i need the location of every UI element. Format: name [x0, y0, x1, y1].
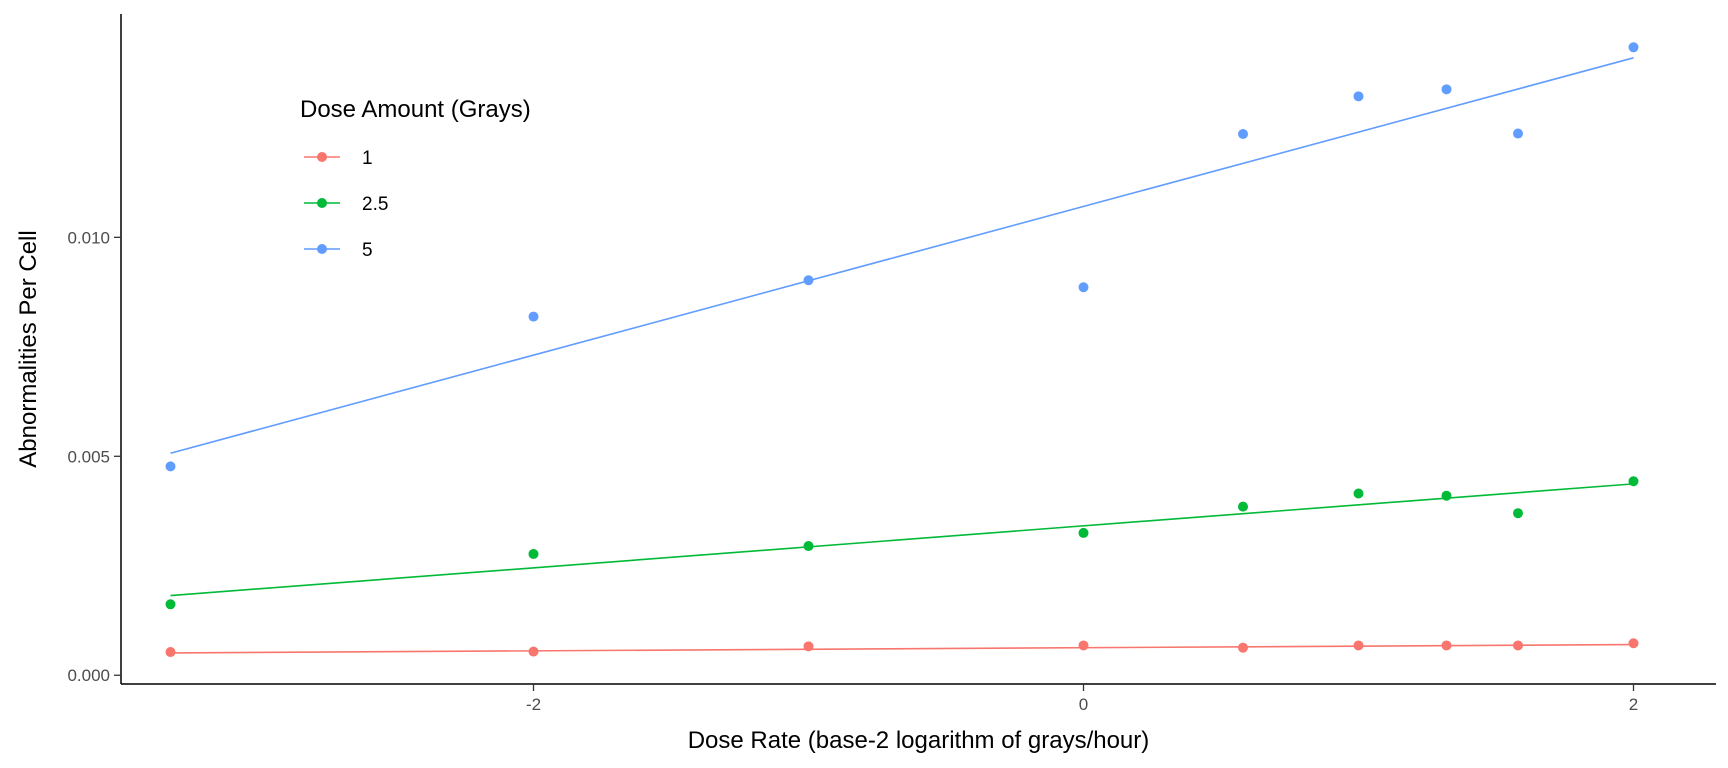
- data-point: [1353, 640, 1364, 651]
- data-point: [165, 647, 176, 658]
- data-point: [803, 275, 814, 286]
- data-point: [1513, 128, 1523, 139]
- series-1: [165, 638, 1639, 658]
- fit-line-1: [170, 643, 1634, 654]
- x-tick-label: 0: [1079, 695, 1088, 714]
- x-tick-label: -2: [526, 695, 541, 714]
- data-point: [1513, 640, 1523, 651]
- fit-line-5: [170, 57, 1634, 454]
- data-point: [1078, 282, 1089, 293]
- data-point: [1628, 476, 1639, 487]
- legend-item-2.5: 2.5: [304, 194, 388, 215]
- data-point: [528, 646, 539, 657]
- data-point: [1628, 638, 1639, 649]
- data-point: [1353, 488, 1364, 499]
- y-tick-label: 0.000: [67, 666, 110, 685]
- series-5: [165, 42, 1639, 472]
- legend-key-point: [317, 198, 327, 208]
- data-point: [1238, 128, 1248, 139]
- data-point: [165, 599, 176, 610]
- data-point: [1628, 42, 1639, 53]
- data-point: [1441, 84, 1452, 95]
- legend-title: Dose Amount (Grays): [300, 96, 531, 123]
- plot-area: [165, 42, 1639, 658]
- data-point: [1078, 640, 1089, 651]
- data-point: [1441, 640, 1452, 651]
- data-point: [1238, 642, 1248, 653]
- data-point: [803, 541, 814, 552]
- legend-label: 1: [362, 148, 373, 169]
- y-tick-label: 0.005: [67, 447, 110, 466]
- x-tick-label: 2: [1629, 695, 1638, 714]
- legend-label: 5: [362, 240, 373, 261]
- y-tick-label: 0.010: [67, 228, 110, 247]
- legend-items: 12.55: [304, 148, 388, 261]
- legend: Dose Amount (Grays) 12.55: [300, 96, 531, 261]
- legend-item-5: 5: [304, 240, 373, 261]
- legend-key-point: [317, 152, 327, 162]
- data-point: [1353, 91, 1364, 102]
- legend-key-point: [317, 244, 327, 254]
- legend-label: 2.5: [362, 194, 388, 215]
- data-point: [1078, 527, 1089, 538]
- series-2.5: [165, 476, 1639, 610]
- data-point: [1441, 490, 1452, 501]
- y-axis-ticks: 0.000 0.005 0.010: [67, 228, 121, 685]
- x-axis-title: Dose Rate (base-2 logarithm of grays/hou…: [688, 727, 1150, 754]
- y-axis-title: Abnormalities Per Cell: [15, 230, 42, 467]
- data-point: [1513, 508, 1523, 519]
- fit-line-2.5: [170, 483, 1634, 597]
- data-point: [1238, 501, 1248, 512]
- legend-item-1: 1: [304, 148, 373, 169]
- x-axis-ticks: -2 0 2: [526, 684, 1638, 714]
- data-point: [528, 548, 539, 559]
- data-point: [803, 641, 814, 652]
- data-point: [528, 311, 539, 322]
- data-point: [165, 461, 176, 472]
